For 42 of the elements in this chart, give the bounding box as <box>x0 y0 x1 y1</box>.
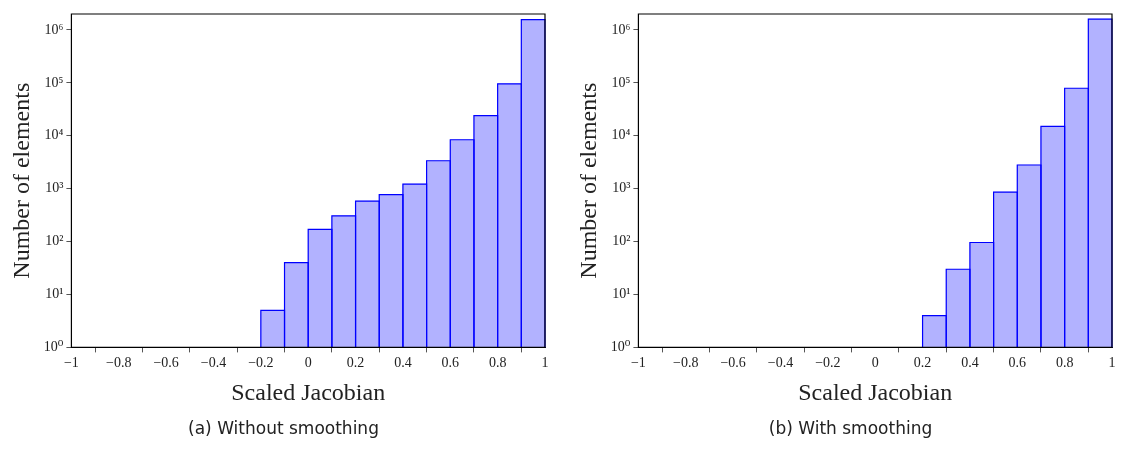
y-tick-label: 10¹ <box>612 286 631 302</box>
y-axis-title: Number of elements <box>7 82 34 279</box>
text: (b) With smoothing <box>767 418 934 438</box>
y-tick-label: 10⁵ <box>611 74 631 90</box>
x-tick-label: −0.4 <box>200 355 227 371</box>
x-tick-label: 1 <box>541 355 549 371</box>
x-tick-label: −0.6 <box>153 355 179 371</box>
x-tick-label: 0.4 <box>961 355 979 371</box>
y-tick-label: 10⁵ <box>44 74 64 90</box>
y-tick-label: 10⁰ <box>610 339 631 355</box>
x-tick-label: 0.6 <box>441 355 460 371</box>
x-tick-label: 0.2 <box>346 355 365 371</box>
x-tick-label: −0.4 <box>767 355 794 371</box>
x-tick-label: −0.8 <box>673 355 699 371</box>
y-tick-label: 10³ <box>45 180 64 196</box>
y-tick-label: 10⁴ <box>44 127 64 143</box>
x-tick-label: 0.6 <box>1008 355 1027 371</box>
x-axis-title: Scaled Jacobian <box>231 378 386 405</box>
y-axis-title: Number of elements <box>574 82 601 279</box>
x-axis-title: Scaled Jacobian <box>798 378 953 405</box>
y-tick-label: 10² <box>45 233 64 249</box>
y-tick-label: 10¹ <box>45 286 64 302</box>
y-tick-label: 10⁶ <box>44 21 64 37</box>
x-tick-label: −1 <box>630 355 646 371</box>
x-tick-label: 0.2 <box>913 355 932 371</box>
x-tick-label: 0.8 <box>488 355 507 371</box>
x-tick-label: −0.6 <box>720 355 746 371</box>
x-tick-label: 0 <box>871 355 879 371</box>
x-tick-label: −0.8 <box>106 355 132 371</box>
x-tick-label: 1 <box>1108 355 1116 371</box>
x-tick-label: −1 <box>63 355 79 371</box>
y-tick-label: 10⁶ <box>611 21 631 37</box>
text: (a) Without smoothing <box>187 418 380 438</box>
x-tick-label: 0.8 <box>1055 355 1074 371</box>
x-tick-label: −0.2 <box>815 355 841 371</box>
y-tick-label: 10² <box>612 233 631 249</box>
x-tick-label: −0.2 <box>248 355 274 371</box>
x-tick-label: 0 <box>304 355 312 371</box>
y-tick-label: 10⁴ <box>611 127 631 143</box>
y-tick-label: 10³ <box>612 180 631 196</box>
x-tick-label: 0.4 <box>394 355 412 371</box>
y-tick-label: 10⁰ <box>43 339 64 355</box>
